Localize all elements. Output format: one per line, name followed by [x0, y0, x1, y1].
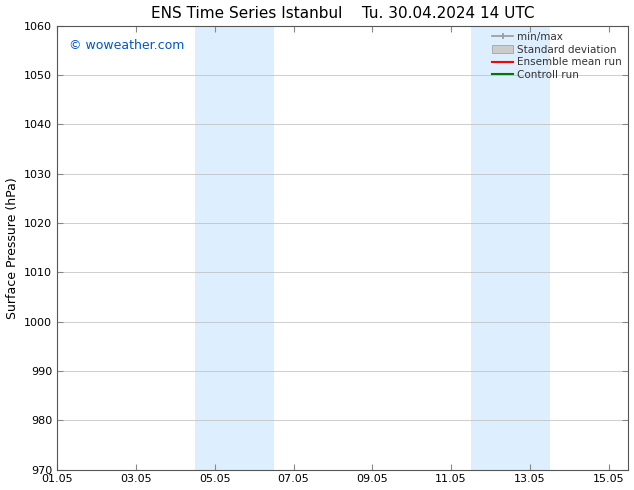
Bar — [195, 26, 274, 469]
Text: © woweather.com: © woweather.com — [68, 39, 184, 52]
Y-axis label: Surface Pressure (hPa): Surface Pressure (hPa) — [6, 177, 18, 318]
Bar — [471, 26, 550, 469]
Title: ENS Time Series Istanbul    Tu. 30.04.2024 14 UTC: ENS Time Series Istanbul Tu. 30.04.2024 … — [151, 5, 534, 21]
Legend: min/max, Standard deviation, Ensemble mean run, Controll run: min/max, Standard deviation, Ensemble me… — [489, 29, 625, 83]
